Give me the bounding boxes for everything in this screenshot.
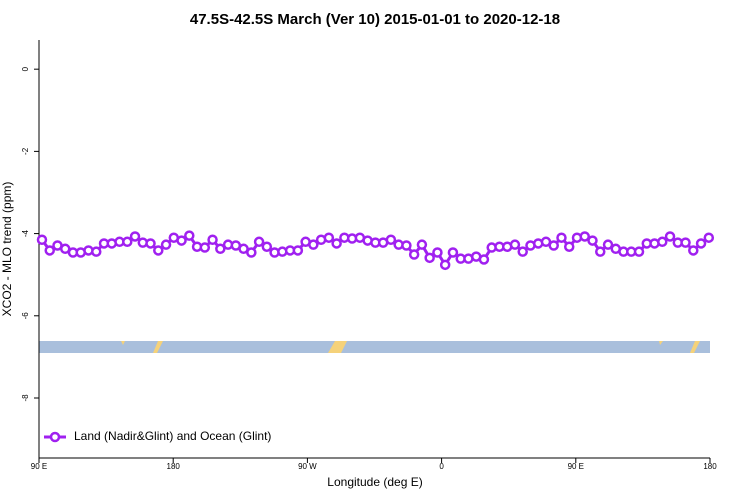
data-point xyxy=(176,235,187,246)
data-point xyxy=(308,239,319,250)
data-point xyxy=(602,239,614,250)
y-tick-label: -6 xyxy=(21,312,30,320)
data-point xyxy=(680,237,691,248)
x-tick-label: 180 xyxy=(703,462,717,471)
data-point xyxy=(261,241,273,252)
y-tick-label: -4 xyxy=(21,229,30,237)
y-tick-label: -2 xyxy=(21,147,30,155)
data-point xyxy=(432,247,443,258)
legend-label: Land (Nadir&Glint) and Ocean (Glint) xyxy=(74,429,271,443)
data-point xyxy=(703,232,715,243)
data-point xyxy=(59,243,71,255)
y-tick-label: -8 xyxy=(21,394,30,402)
chart-title: 47.5S-42.5S March (Ver 10) 2015-01-01 to… xyxy=(190,11,560,28)
data-point xyxy=(509,239,521,250)
data-point xyxy=(633,246,645,257)
data-point xyxy=(439,259,451,271)
data-point xyxy=(331,238,342,249)
data-point xyxy=(579,231,590,242)
data-point xyxy=(253,236,265,248)
data-point xyxy=(517,246,528,257)
data-point xyxy=(184,230,195,241)
y-tick-label: 0 xyxy=(21,66,30,71)
data-point xyxy=(238,243,249,255)
data-point xyxy=(44,245,55,256)
surface-band xyxy=(39,341,710,353)
data-point xyxy=(91,246,102,257)
data-point xyxy=(478,254,490,265)
data-point xyxy=(292,245,304,256)
data-point xyxy=(688,245,699,256)
data-point xyxy=(207,234,218,246)
legend-marker xyxy=(49,431,61,443)
data-point xyxy=(145,238,156,249)
data-point xyxy=(664,231,676,242)
y-axis-label: XCO2 - MLO trend (ppm) xyxy=(0,182,14,317)
data-point xyxy=(129,231,141,242)
data-point xyxy=(424,252,435,264)
data-point xyxy=(36,234,48,246)
x-tick-label: 90 E xyxy=(568,462,584,471)
data-point xyxy=(587,235,598,246)
data-point xyxy=(323,232,335,243)
x-tick-label: 90 W xyxy=(298,462,317,471)
data-point xyxy=(447,247,459,258)
data-point xyxy=(416,239,428,250)
x-tick-label: 180 xyxy=(167,462,181,471)
data-point xyxy=(246,247,257,258)
land-patches xyxy=(121,341,700,353)
data-point xyxy=(563,241,575,252)
data-point xyxy=(548,240,559,251)
data-point xyxy=(160,239,172,250)
data-point xyxy=(385,234,397,246)
data-point xyxy=(595,246,606,257)
data-point xyxy=(556,232,567,243)
data-point xyxy=(540,236,552,248)
data-point xyxy=(657,236,668,248)
data-point xyxy=(122,236,133,248)
data-point xyxy=(408,249,420,260)
data-point xyxy=(215,243,226,255)
data-point xyxy=(695,238,707,249)
x-axis-label: Longitude (deg E) xyxy=(327,475,422,489)
data-point xyxy=(153,245,164,256)
x-tick-label: 0 xyxy=(439,462,444,471)
x-tick-label: 90 E xyxy=(31,462,47,471)
data-point xyxy=(199,242,211,253)
data-point xyxy=(401,240,412,251)
